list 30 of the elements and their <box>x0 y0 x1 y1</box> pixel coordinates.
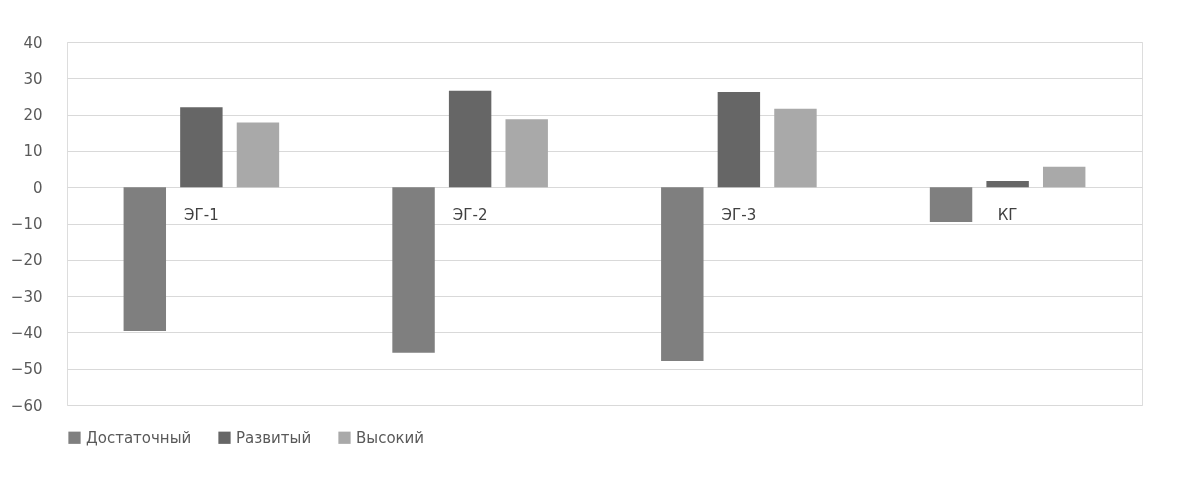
bar <box>717 92 761 188</box>
y-tick-label: 30 <box>23 69 43 88</box>
bar <box>392 187 435 353</box>
bar <box>448 90 492 188</box>
bar <box>505 119 548 188</box>
bar <box>661 187 704 362</box>
y-tick-label: −20 <box>10 251 43 270</box>
y-tick-label: 0 <box>32 178 43 197</box>
x-tick-label: ЭГ-3 <box>721 205 757 224</box>
y-tick-label: −60 <box>10 396 43 415</box>
y-tick-label: −30 <box>10 287 43 306</box>
bar <box>123 187 167 331</box>
y-tick-label: −40 <box>10 323 43 342</box>
y-tick-label: −50 <box>10 360 43 379</box>
bar <box>1042 166 1086 188</box>
y-tick-label: −10 <box>10 215 43 233</box>
bar <box>986 181 1029 188</box>
legend-label: Развитый <box>236 428 312 447</box>
y-tick-label: 40 <box>23 33 43 52</box>
x-tick-label: КГ <box>997 205 1018 224</box>
bar <box>929 187 973 223</box>
y-tick-label: 10 <box>23 142 43 161</box>
legend-label: Достаточный <box>86 428 192 447</box>
bar <box>774 108 817 188</box>
y-tick-label: 20 <box>23 106 43 125</box>
x-tick-label: ЭГ-1 <box>184 205 219 224</box>
bar <box>236 122 280 188</box>
x-tick-label: ЭГ-2 <box>452 205 488 224</box>
bar <box>180 107 223 188</box>
legend-label: Высокий <box>356 428 425 447</box>
